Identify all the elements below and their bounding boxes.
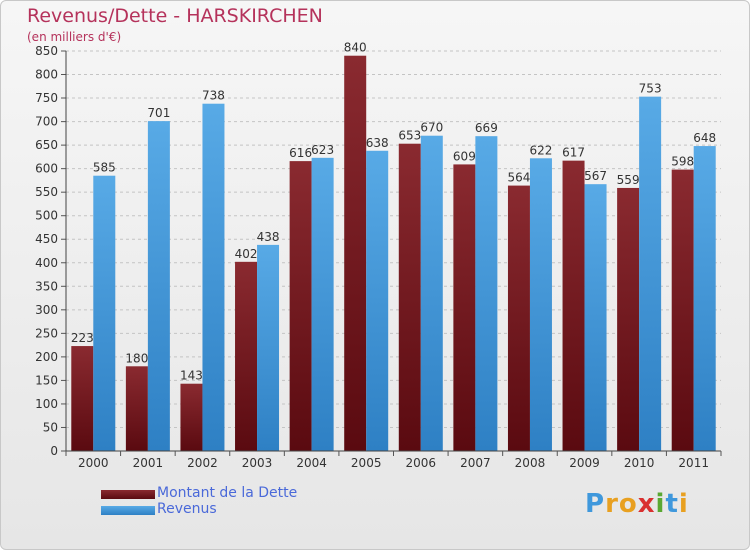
bar-revenus: [257, 244, 280, 451]
bar-revenus: [147, 121, 170, 451]
chart-subtitle: (en milliers d'€): [27, 30, 122, 44]
data-label-dette: 180: [125, 351, 148, 365]
y-tick-label: 250: [35, 326, 58, 340]
data-label-dette: 617: [562, 146, 585, 160]
bar-revenus: [93, 175, 116, 452]
bar-dette: [180, 383, 203, 451]
bar-revenus: [584, 184, 607, 452]
data-label-revenus: 738: [202, 89, 225, 103]
legend-swatch-revenus: [101, 506, 155, 515]
bar-revenus: [202, 103, 225, 452]
y-tick-label: 750: [35, 91, 58, 105]
y-tick-label: 850: [35, 44, 58, 58]
y-tick-label: 700: [35, 115, 58, 129]
axes: 0 50 100 150 200 250 300 350 400 450 500 550 600 650 7…: [35, 44, 722, 470]
logo-letter: x: [637, 489, 656, 519]
data-label-dette: 223: [71, 331, 94, 345]
data-label-dette: 609: [453, 149, 476, 163]
logo-letter: P: [585, 489, 606, 519]
x-tick-label: 2011: [678, 456, 709, 470]
x-tick-label: 2007: [460, 456, 491, 470]
data-label-revenus: 622: [530, 143, 553, 157]
grid-lines: [66, 50, 721, 452]
bar-revenus: [311, 157, 334, 451]
bar-revenus: [366, 150, 389, 451]
y-tick-label: 0: [50, 444, 58, 458]
y-tick-label: 350: [35, 279, 58, 293]
data-label-dette: 402: [235, 247, 258, 261]
bar-revenus: [420, 135, 443, 452]
y-tick-label: 800: [35, 68, 58, 82]
x-tick-label: 2010: [624, 456, 655, 470]
y-tick-label: 600: [35, 162, 58, 176]
logo-letter: t: [665, 489, 679, 519]
bar-revenus: [475, 136, 498, 452]
x-tick-label: 2000: [78, 456, 109, 470]
y-tick-label: 150: [35, 373, 58, 387]
bar-dette: [507, 185, 530, 451]
bar-dette: [289, 161, 312, 451]
logo-letter: o: [618, 489, 638, 519]
x-tick-label: 2006: [406, 456, 437, 470]
y-tick-label: 200: [35, 350, 58, 364]
data-label-revenus: 585: [93, 161, 116, 175]
data-label-dette: 653: [398, 129, 421, 143]
bar-dette: [562, 160, 585, 451]
logo-letter: i: [678, 489, 689, 519]
data-label-revenus: 648: [693, 131, 716, 145]
legend-label-dette: Montant de la Dette: [157, 485, 298, 501]
data-label-dette: 840: [344, 41, 367, 55]
y-tick-label: 450: [35, 232, 58, 246]
data-label-dette: 616: [289, 146, 312, 160]
x-tick-label: 2002: [187, 456, 218, 470]
bar-dette: [617, 187, 640, 452]
bar-revenus: [639, 96, 662, 451]
data-label-dette: 143: [180, 369, 203, 383]
data-label-revenus: 753: [639, 82, 662, 96]
y-tick-label: 300: [35, 303, 58, 317]
bar-dette: [235, 261, 258, 451]
legend-swatch-dette: [101, 490, 155, 499]
data-label-revenus: 438: [257, 230, 280, 244]
x-tick-label: 2001: [133, 456, 164, 470]
x-tick-label: 2009: [569, 456, 600, 470]
data-label-revenus: 670: [420, 121, 443, 135]
y-tick-label: 400: [35, 256, 58, 270]
bar-dette: [71, 346, 94, 451]
x-tick-label: 2008: [515, 456, 546, 470]
y-tick-label: 650: [35, 138, 58, 152]
x-tick-label: 2003: [242, 456, 273, 470]
bar-dette: [344, 55, 367, 452]
bar-revenus: [529, 158, 552, 451]
bar-revenus: [693, 146, 716, 451]
y-tick-label: 100: [35, 397, 58, 411]
x-tick-label: 2004: [296, 456, 327, 470]
data-label-dette: 598: [671, 155, 694, 169]
bars: [71, 55, 716, 452]
data-label-dette: 564: [508, 171, 531, 185]
logo-letter: r: [605, 489, 619, 519]
chart-title: Revenus/Dette - HARSKIRCHEN: [27, 5, 323, 27]
y-tick-label: 500: [35, 209, 58, 223]
data-label-revenus: 623: [311, 143, 334, 157]
bar-dette: [125, 366, 148, 451]
x-tick-label: 2005: [351, 456, 382, 470]
y-tick-label: 550: [35, 185, 58, 199]
bar-dette: [671, 169, 694, 451]
legend-label-revenus: Revenus: [157, 501, 217, 517]
data-label-revenus: 638: [366, 136, 389, 150]
data-label-revenus: 567: [584, 169, 607, 183]
data-label-revenus: 669: [475, 121, 498, 135]
bar-dette: [453, 164, 476, 452]
proxiti-logo: Proxiti: [585, 489, 689, 519]
data-label-dette: 559: [617, 173, 640, 187]
data-label-revenus: 701: [147, 106, 170, 120]
logo-letter: i: [655, 489, 666, 519]
y-tick-label: 50: [43, 420, 58, 434]
bar-dette: [398, 143, 421, 452]
